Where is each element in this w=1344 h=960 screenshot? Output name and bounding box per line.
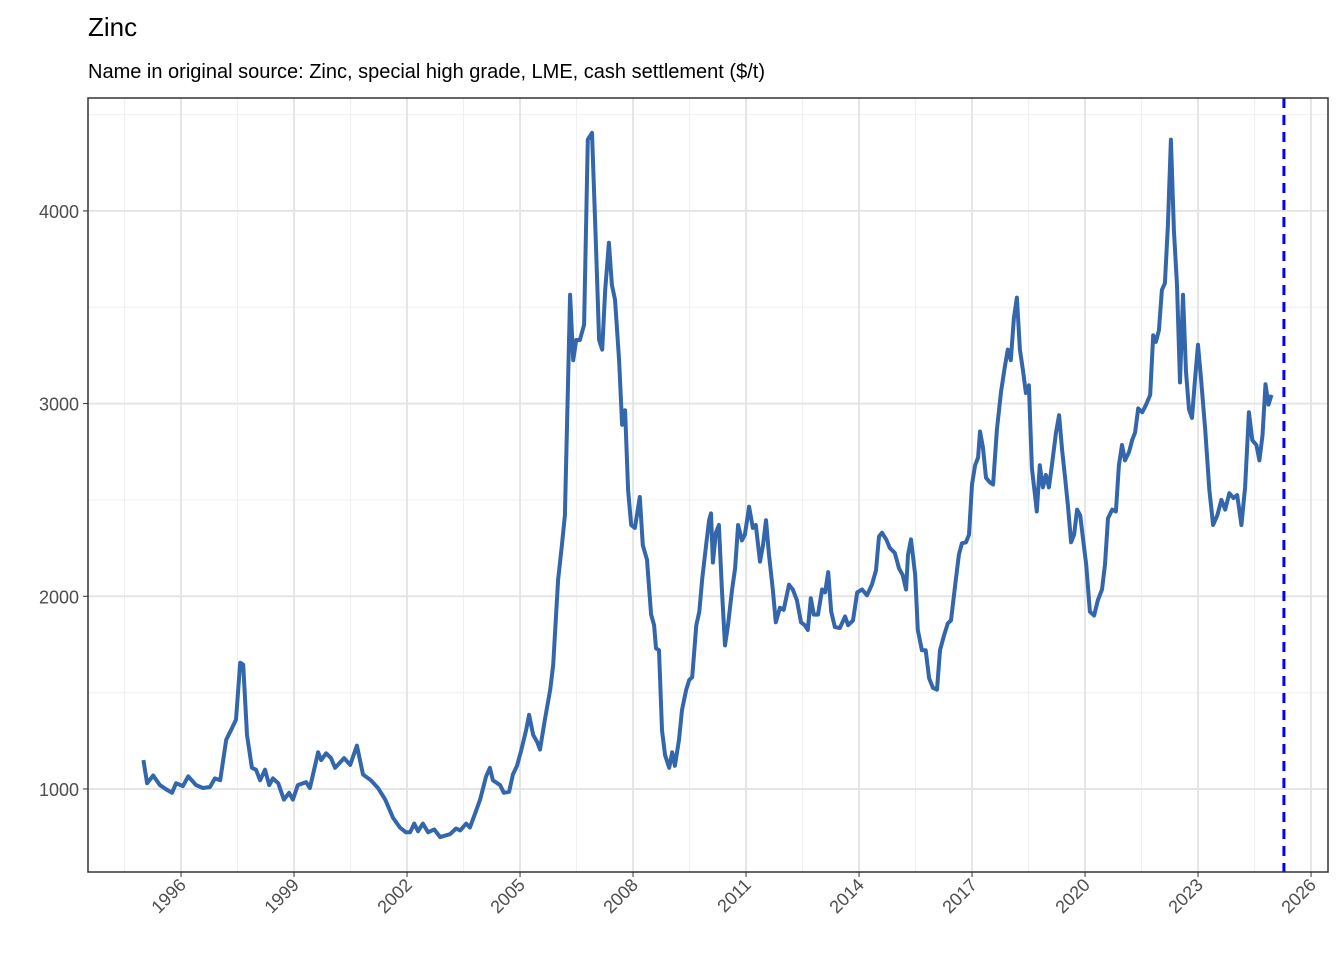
x-tick-label: 2020 — [1051, 875, 1093, 917]
x-tick-label: 2014 — [825, 875, 867, 917]
x-tick-label: 1996 — [147, 875, 189, 917]
x-tick-label: 2026 — [1277, 875, 1319, 917]
plot-border — [87, 97, 1329, 873]
x-tick-label: 2023 — [1164, 875, 1206, 917]
chart-title: Zinc — [88, 12, 137, 42]
price-line — [141, 130, 1274, 840]
y-tick-label: 3000 — [39, 395, 79, 415]
y-tick-label: 4000 — [39, 202, 79, 222]
x-tick-label: 2002 — [373, 875, 415, 917]
x-tick-label: 2011 — [713, 875, 755, 917]
x-tick-label: 1999 — [260, 875, 302, 917]
y-tick-label: 1000 — [39, 780, 79, 800]
x-tick-label: 2008 — [599, 875, 641, 917]
chart-subtitle: Name in original source: Zinc, special h… — [88, 61, 765, 83]
x-tick-label: 2005 — [486, 875, 528, 917]
x-tick-label: 2017 — [938, 875, 980, 917]
y-tick-label: 2000 — [39, 587, 79, 607]
